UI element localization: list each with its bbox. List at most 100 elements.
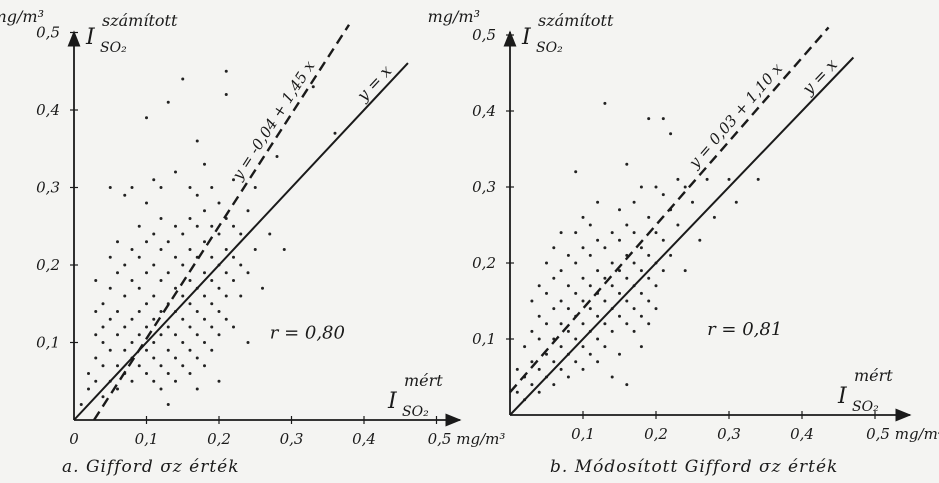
- data-point: [203, 271, 206, 275]
- data-point: [116, 310, 119, 313]
- data-point: [101, 395, 105, 399]
- data-point: [152, 379, 156, 383]
- data-point: [661, 238, 665, 242]
- data-point: [552, 383, 556, 387]
- data-point: [588, 352, 592, 356]
- data-point: [639, 185, 643, 189]
- data-point: [166, 325, 170, 329]
- data-point: [116, 333, 119, 337]
- data-point: [632, 231, 636, 235]
- data-point: [625, 223, 629, 227]
- data-point: [566, 329, 570, 333]
- data-point: [566, 253, 570, 257]
- data-point: [188, 248, 192, 251]
- data-point: [552, 246, 556, 250]
- panel-caption: a. Gifford σz érték: [62, 457, 240, 477]
- panel-b: 0,1 0,2 0,3 0,4 0,5 0,1 0,2 0,3 0,4 0,5 mg/m³ mg/m…: [428, 7, 939, 477]
- data-point: [537, 337, 541, 341]
- data-point: [632, 200, 636, 204]
- data-point: [603, 246, 607, 250]
- data-point: [639, 314, 643, 318]
- data-point: [537, 367, 541, 371]
- data-point: [618, 269, 621, 273]
- data-point: [545, 261, 548, 265]
- y-axis-symbol: I: [521, 25, 532, 50]
- y-unit-label: mg/m³: [428, 7, 480, 26]
- data-point: [239, 232, 243, 236]
- data-point: [166, 240, 170, 244]
- y-tick-label: 0,4: [472, 102, 496, 120]
- y-tick-label: 0,2: [472, 254, 496, 272]
- x-tick-label: 0,1: [571, 425, 595, 443]
- x-tick-label: 0,1: [135, 430, 159, 448]
- data-point: [588, 223, 592, 227]
- data-point: [195, 387, 199, 391]
- x-tick-label: 0,5 mg/m³: [428, 430, 506, 448]
- data-point: [676, 223, 680, 227]
- data-point: [661, 269, 665, 273]
- data-point: [588, 284, 592, 288]
- data-point: [596, 337, 600, 341]
- data-point: [152, 294, 156, 298]
- data-point: [239, 263, 243, 267]
- data-point: [618, 208, 621, 212]
- data-point: [203, 364, 206, 368]
- data-point: [705, 177, 709, 181]
- data-point: [239, 294, 243, 298]
- data-point: [87, 372, 90, 375]
- data-point: [210, 279, 214, 282]
- data-point: [596, 238, 600, 242]
- panel-caption: b. Módosított Gifford σz érték: [550, 457, 838, 477]
- data-point: [669, 253, 673, 257]
- x-axis-subscript: SO₂: [402, 404, 429, 420]
- data-point: [174, 379, 177, 383]
- data-point: [152, 356, 156, 360]
- data-point: [188, 325, 192, 329]
- identity-line: [73, 62, 409, 421]
- data-point: [669, 132, 673, 136]
- data-point: [581, 322, 585, 326]
- data-point: [654, 185, 658, 189]
- data-point: [137, 364, 141, 368]
- data-point: [712, 215, 716, 219]
- data-point: [661, 193, 665, 197]
- data-point: [625, 276, 629, 280]
- x-axis-subscript: SO₂: [852, 399, 879, 415]
- data-point: [195, 310, 199, 313]
- data-point: [552, 307, 556, 311]
- data-point: [130, 279, 134, 282]
- data-point: [123, 294, 127, 298]
- data-point: [632, 329, 636, 333]
- data-point: [654, 307, 658, 311]
- data-point: [94, 310, 98, 313]
- data-point: [647, 322, 651, 326]
- data-point: [566, 375, 570, 379]
- y-tick-label: 0,5: [36, 24, 60, 42]
- y-unit-label: mg/m³: [0, 7, 44, 26]
- x-tick-label: 0,2: [207, 430, 231, 448]
- data-point: [217, 201, 221, 205]
- data-point: [727, 177, 731, 181]
- data-point: [130, 186, 134, 189]
- data-point: [87, 387, 90, 391]
- data-point: [174, 170, 177, 174]
- data-point: [166, 403, 170, 406]
- data-point: [232, 279, 235, 282]
- data-point: [137, 333, 141, 337]
- data-point: [756, 177, 760, 181]
- data-point: [246, 341, 250, 344]
- data-point: [166, 100, 170, 104]
- data-point: [581, 215, 585, 219]
- data-point: [588, 253, 592, 257]
- data-point: [559, 269, 563, 273]
- data-point: [581, 345, 585, 349]
- data-point: [654, 284, 658, 288]
- data-point: [261, 286, 264, 290]
- data-point: [545, 322, 548, 326]
- data-point: [108, 186, 112, 189]
- data-point: [101, 325, 105, 329]
- data-point: [596, 200, 600, 204]
- data-point: [174, 333, 177, 337]
- data-point: [181, 294, 185, 298]
- y-axis-superscript: számított: [102, 11, 178, 30]
